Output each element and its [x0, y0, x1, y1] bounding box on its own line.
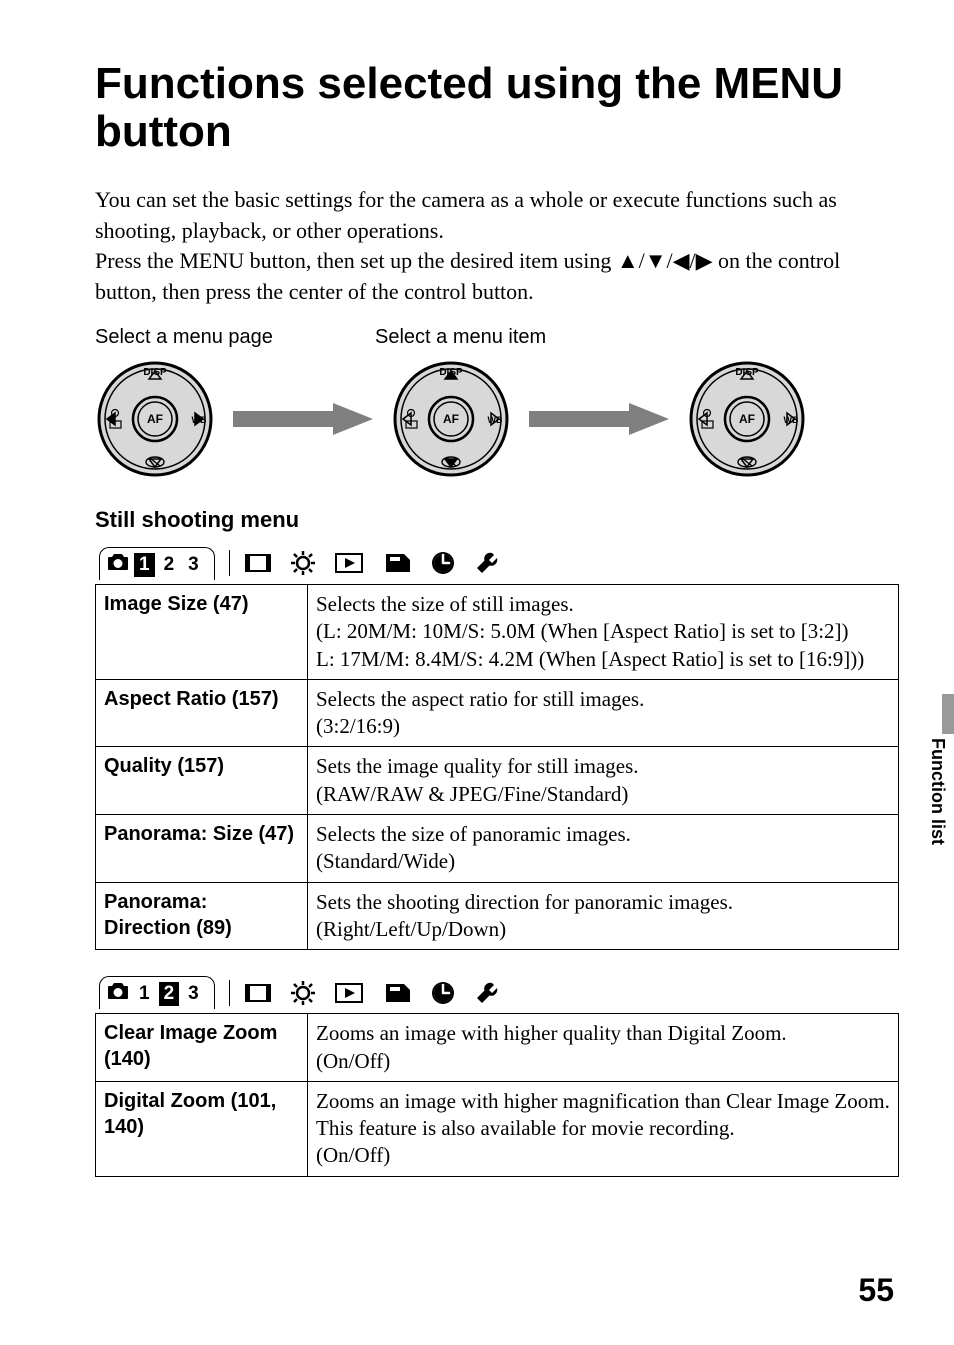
tab-bar-1: 1 2 3: [95, 543, 899, 584]
menu-item-name: Panorama: Direction (89): [96, 882, 308, 950]
memory-card-icon[interactable]: [382, 982, 412, 1004]
control-dial-2: DISP AF WB: [391, 359, 511, 479]
menu-item-name: Aspect Ratio (157): [96, 679, 308, 747]
tab-num-3[interactable]: 3: [183, 553, 204, 577]
tab-segment-camera[interactable]: 1 2 3: [99, 547, 215, 580]
menu-item-name: Digital Zoom (101, 140): [96, 1081, 308, 1176]
menu-item-name: Quality (157): [96, 747, 308, 815]
movie-icon[interactable]: [244, 551, 272, 575]
wrench-icon[interactable]: [474, 549, 502, 577]
menu-table-2-body: Clear Image Zoom (140)Zooms an image wit…: [96, 1014, 899, 1176]
label-select-page: Select a menu page: [95, 326, 375, 349]
clock-icon[interactable]: [430, 550, 456, 576]
menu-row: Digital Zoom (101, 140)Zooms an image wi…: [96, 1081, 899, 1176]
tab2-num-2[interactable]: 2: [159, 982, 180, 1006]
svg-text:DISP: DISP: [735, 367, 759, 378]
control-dial-3: DISP AF WB: [687, 359, 807, 479]
wrench-icon[interactable]: [474, 979, 502, 1007]
label-select-item: Select a menu item: [375, 326, 546, 349]
side-tab: Function list: [914, 694, 954, 864]
menu-item-name: Panorama: Size (47): [96, 815, 308, 883]
tab-num-1[interactable]: 1: [134, 553, 155, 577]
svg-text:DISP: DISP: [143, 367, 167, 378]
menu-item-desc: Selects the size of still images.(L: 20M…: [308, 584, 899, 679]
memory-card-icon[interactable]: [382, 552, 412, 574]
menu-table-1: Image Size (47)Selects the size of still…: [95, 584, 899, 950]
tab-separator: [229, 550, 231, 576]
menu-row: Clear Image Zoom (140)Zooms an image wit…: [96, 1014, 899, 1082]
camera-icon: [106, 981, 130, 1007]
gear-icon[interactable]: [290, 980, 316, 1006]
svg-text:AF: AF: [739, 412, 755, 426]
menu-row: Image Size (47)Selects the size of still…: [96, 584, 899, 679]
side-tab-bar: [942, 694, 954, 734]
arrow-2: [529, 399, 669, 439]
camera-icon: [106, 552, 130, 578]
playback-icon[interactable]: [334, 552, 364, 574]
dials-row: DISP AF WB DISP AF WB: [95, 359, 899, 479]
menu-table-2: Clear Image Zoom (140)Zooms an image wit…: [95, 1013, 899, 1176]
menu-item-desc: Zooms an image with higher magnification…: [308, 1081, 899, 1176]
menu-item-desc: Selects the aspect ratio for still image…: [308, 679, 899, 747]
page-title: Functions selected using the MENU button: [95, 60, 899, 157]
movie-icon[interactable]: [244, 981, 272, 1005]
menu-table-1-body: Image Size (47)Selects the size of still…: [96, 584, 899, 949]
tab-bar-2: 1 2 3: [95, 972, 899, 1013]
clock-icon[interactable]: [430, 980, 456, 1006]
menu-item-desc: Sets the shooting direction for panorami…: [308, 882, 899, 950]
tab-num-2[interactable]: 2: [159, 553, 180, 577]
menu-item-desc: Selects the size of panoramic images.(St…: [308, 815, 899, 883]
page-number: 55: [858, 1272, 894, 1309]
menu-item-name: Image Size (47): [96, 584, 308, 679]
gear-icon[interactable]: [290, 550, 316, 576]
section-heading: Still shooting menu: [95, 507, 899, 533]
control-dial-1: DISP AF WB: [95, 359, 215, 479]
menu-row: Quality (157)Sets the image quality for …: [96, 747, 899, 815]
tab-segment-camera-2[interactable]: 1 2 3: [99, 976, 215, 1009]
tab2-num-3[interactable]: 3: [183, 982, 204, 1006]
menu-item-name: Clear Image Zoom (140): [96, 1014, 308, 1082]
playback-icon[interactable]: [334, 982, 364, 1004]
svg-text:AF: AF: [443, 412, 459, 426]
tab-other-icons: [244, 549, 502, 577]
tab-separator: [229, 980, 231, 1006]
svg-text:AF: AF: [147, 412, 163, 426]
tab2-num-1[interactable]: 1: [134, 982, 155, 1006]
tab-other-icons-2: [244, 979, 502, 1007]
menu-item-desc: Zooms an image with higher quality than …: [308, 1014, 899, 1082]
side-tab-label: Function list: [927, 738, 948, 845]
menu-row: Aspect Ratio (157)Selects the aspect rat…: [96, 679, 899, 747]
dial-labels-row: Select a menu page Select a menu item: [95, 326, 899, 349]
arrow-1: [233, 399, 373, 439]
intro-paragraph: You can set the basic settings for the c…: [95, 185, 899, 308]
menu-row: Panorama: Size (47)Selects the size of p…: [96, 815, 899, 883]
menu-row: Panorama: Direction (89)Sets the shootin…: [96, 882, 899, 950]
menu-item-desc: Sets the image quality for still images.…: [308, 747, 899, 815]
